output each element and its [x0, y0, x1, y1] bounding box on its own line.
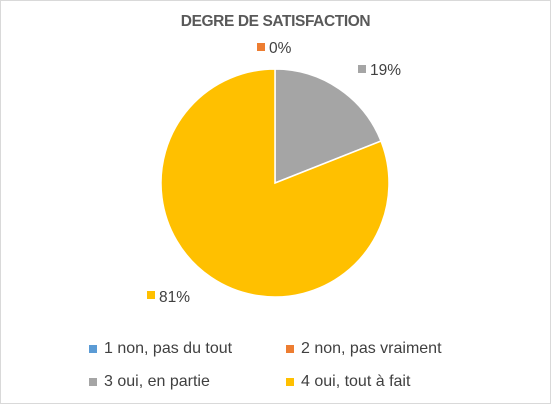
data-label-3: 19% — [370, 62, 401, 79]
legend-row-2: 3 oui, en partie 4 oui, tout à fait — [1, 368, 550, 401]
legend-item-3[interactable]: 3 oui, en partie — [89, 373, 210, 391]
legend-item-1[interactable]: 1 non, pas du tout — [89, 340, 232, 358]
legend-label-4: 4 oui, tout à fait — [301, 373, 411, 390]
data-label-2: 0% — [269, 40, 292, 57]
legend-swatch-1 — [89, 345, 97, 353]
chart-title: DEGRE DE SATISFACTION — [180, 13, 371, 30]
legend-swatch-3 — [89, 378, 97, 386]
legend-item-2[interactable]: 2 non, pas vraiment — [286, 340, 442, 358]
legend-label-1: 1 non, pas du tout — [104, 340, 233, 357]
legend-swatch-2 — [286, 345, 294, 353]
legend: 1 non, pas du tout 2 non, pas vraiment 3… — [1, 335, 550, 401]
legend-label-3: 3 oui, en partie — [104, 373, 210, 390]
legend-label-2: 2 non, pas vraiment — [301, 340, 442, 357]
data-labels: 0% 19% 81% — [147, 40, 401, 306]
legend-swatch-4 — [286, 378, 294, 386]
data-label-key-4 — [147, 291, 155, 299]
data-label-4: 81% — [159, 289, 190, 306]
data-label-key-2 — [257, 43, 265, 51]
pie-slice-4 — [160, 68, 390, 298]
pie-slice-3 — [274, 68, 382, 185]
pie-plot: 0% 19% 81% — [147, 40, 401, 306]
pie-slices — [160, 68, 390, 298]
legend-row-1: 1 non, pas du tout 2 non, pas vraiment — [1, 335, 550, 368]
legend-item-4[interactable]: 4 oui, tout à fait — [286, 373, 410, 391]
data-label-key-3 — [358, 65, 366, 73]
